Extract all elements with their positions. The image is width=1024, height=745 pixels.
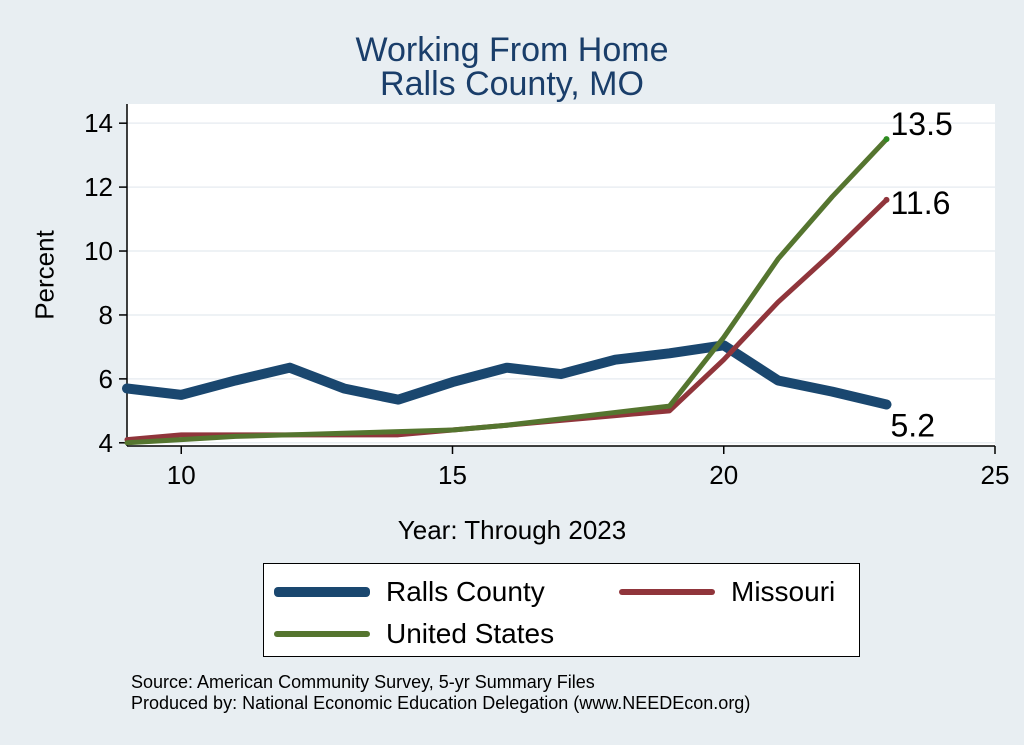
end-point-ralls-county	[883, 401, 890, 408]
produced-by-note: Produced by: National Economic Education…	[131, 693, 751, 713]
end-point-missouri	[883, 196, 890, 203]
legend-label: Ralls County	[386, 576, 545, 607]
legend-swatch-ralls-county	[274, 587, 370, 597]
chart-title-line-1: Working From Home	[355, 31, 669, 69]
y-tick-label: 12	[84, 172, 113, 202]
plot-area	[127, 104, 995, 446]
legend-swatch-missouri	[619, 589, 715, 595]
y-tick-label: 4	[99, 428, 113, 458]
legend-item-ralls-county: Ralls County	[274, 574, 545, 610]
end-point-united-states	[883, 136, 890, 143]
x-tick-label: 25	[981, 460, 1010, 490]
x-axis-label: Year: Through 2023	[397, 515, 627, 545]
y-axis-label: Percent	[29, 230, 60, 320]
legend-item-missouri: Missouri	[619, 574, 835, 610]
series-line-ralls-county	[122, 340, 892, 410]
legend-label: Missouri	[731, 576, 836, 607]
end-label-missouri: 11.6	[891, 185, 951, 221]
chart-title-line-2: Ralls County, MO	[380, 65, 644, 103]
y-tick-label: 6	[99, 364, 113, 394]
y-tick-label: 14	[84, 108, 113, 138]
x-tick-label: 15	[438, 460, 467, 490]
end-label-united-states: 13.5	[891, 106, 953, 142]
series-line-united-states	[124, 136, 889, 446]
source-note: Source: American Community Survey, 5-yr …	[131, 672, 595, 692]
end-label-ralls-county: 5.2	[891, 407, 935, 443]
legend-swatch-united-states	[274, 631, 370, 637]
y-tick-label: 10	[84, 236, 113, 266]
x-tick-label: 20	[709, 460, 738, 490]
legend-item-united-states: United States	[274, 616, 554, 652]
x-tick-label: 10	[167, 460, 196, 490]
y-tick-label: 8	[99, 300, 113, 330]
legend-label: United States	[386, 618, 555, 649]
chart-legend: Ralls County Missouri United States	[263, 563, 860, 657]
